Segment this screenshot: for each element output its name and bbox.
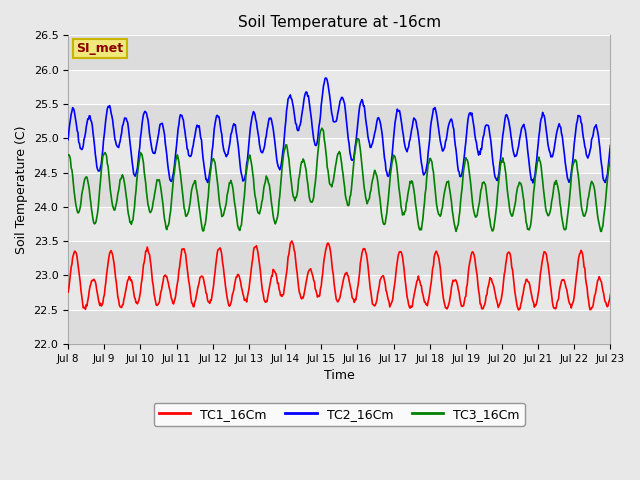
TC1_16Cm <box>385 297 392 302</box>
TC1_16Cm <box>607 291 614 297</box>
Text: SI_met: SI_met <box>76 42 124 55</box>
TC3_16Cm <box>207 169 214 175</box>
TC3_16Cm <box>64 152 72 158</box>
Bar <box>68 276 611 310</box>
Title: Soil Temperature at -16cm: Soil Temperature at -16cm <box>237 15 441 30</box>
TC2_16Cm <box>183 146 191 152</box>
TC1_16Cm <box>288 238 296 244</box>
TC1_16Cm <box>515 307 522 313</box>
Bar <box>68 36 611 70</box>
Bar <box>68 104 611 138</box>
Line: TC3_16Cm: TC3_16Cm <box>68 128 611 231</box>
TC2_16Cm <box>332 119 339 124</box>
Legend: TC1_16Cm, TC2_16Cm, TC3_16Cm: TC1_16Cm, TC2_16Cm, TC3_16Cm <box>154 403 525 426</box>
Y-axis label: Soil Temperature (C): Soil Temperature (C) <box>15 125 28 254</box>
TC1_16Cm <box>558 277 566 283</box>
TC3_16Cm <box>183 212 191 218</box>
TC1_16Cm <box>438 281 445 287</box>
TC3_16Cm <box>438 207 445 213</box>
Bar <box>68 138 611 173</box>
TC2_16Cm <box>529 180 537 186</box>
TC1_16Cm <box>332 291 339 297</box>
TC3_16Cm <box>332 163 339 169</box>
Bar <box>68 173 611 207</box>
TC3_16Cm <box>385 197 392 203</box>
TC2_16Cm <box>322 75 330 81</box>
TC2_16Cm <box>207 165 214 171</box>
TC3_16Cm <box>557 213 565 218</box>
Bar <box>68 310 611 344</box>
TC3_16Cm <box>607 157 614 163</box>
TC1_16Cm <box>183 265 191 271</box>
TC2_16Cm <box>385 174 392 180</box>
Bar <box>68 70 611 104</box>
TC2_16Cm <box>64 137 72 143</box>
Bar <box>68 207 611 241</box>
TC2_16Cm <box>438 144 445 150</box>
TC1_16Cm <box>207 297 214 303</box>
X-axis label: Time: Time <box>324 370 355 383</box>
TC3_16Cm <box>318 125 326 131</box>
TC2_16Cm <box>607 143 614 148</box>
Line: TC2_16Cm: TC2_16Cm <box>68 78 611 183</box>
TC3_16Cm <box>598 228 605 234</box>
Bar <box>68 241 611 276</box>
TC2_16Cm <box>558 133 566 139</box>
TC1_16Cm <box>64 289 72 295</box>
Line: TC1_16Cm: TC1_16Cm <box>68 241 611 310</box>
